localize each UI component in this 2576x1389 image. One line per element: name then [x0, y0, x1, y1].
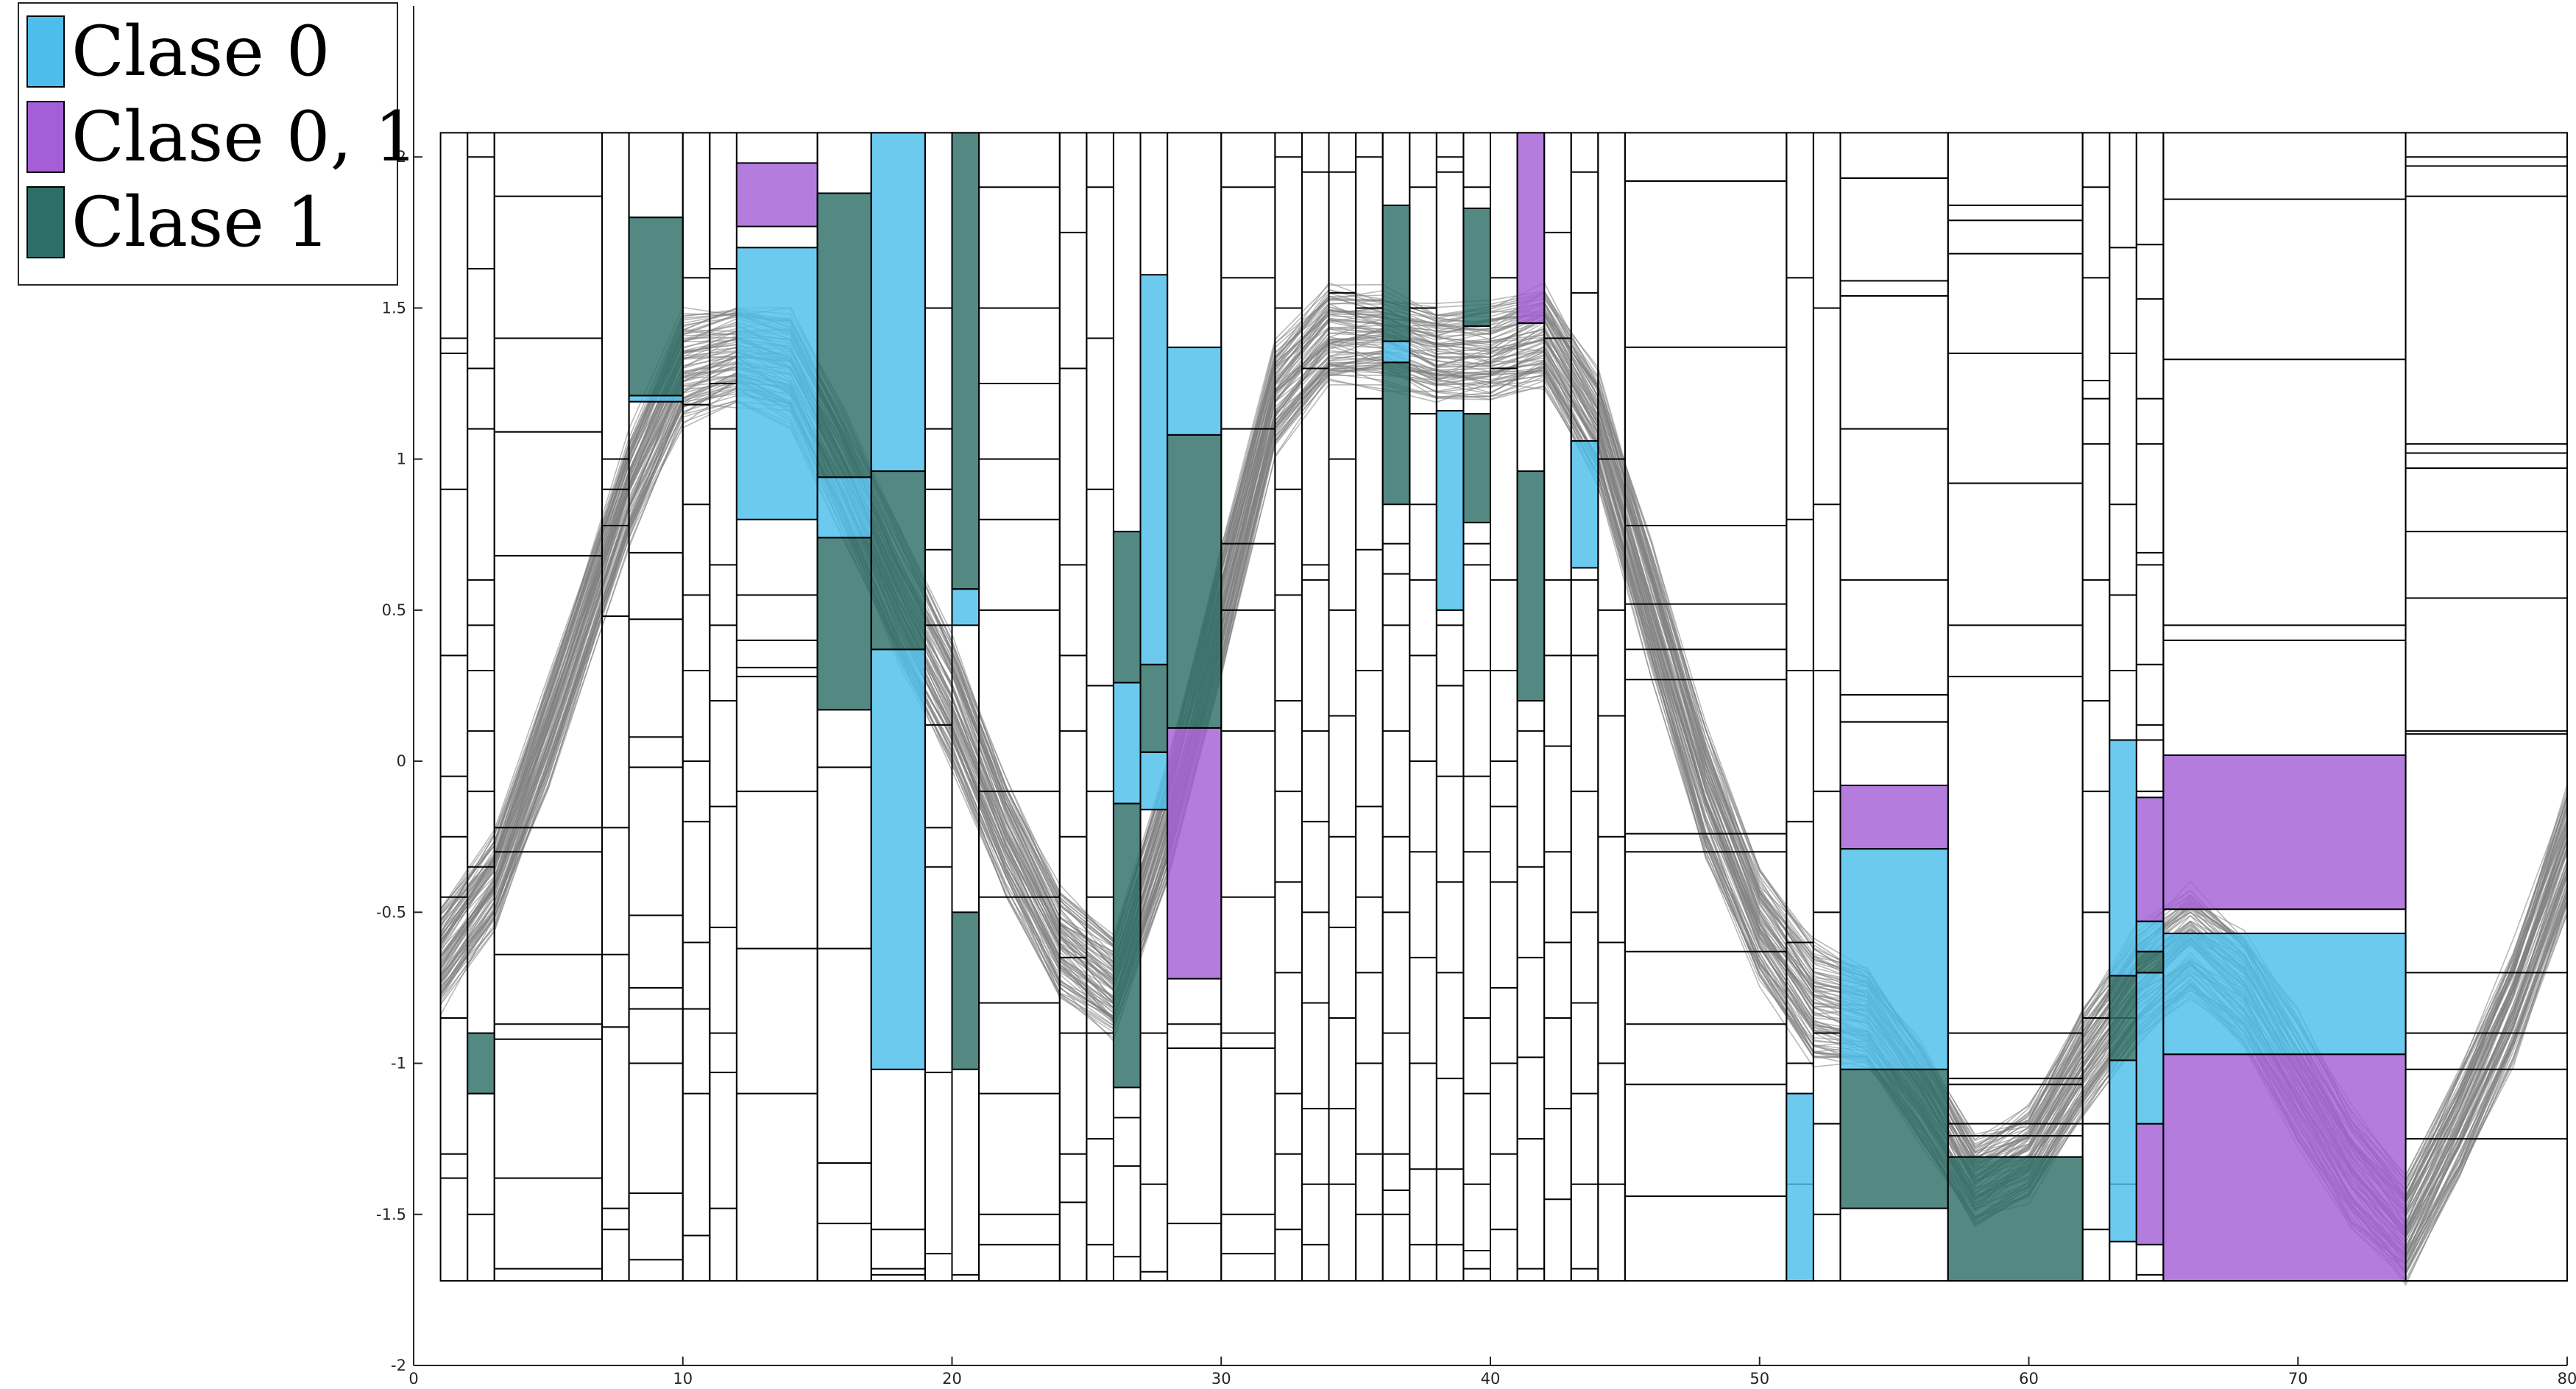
legend-swatch	[26, 186, 65, 258]
class-box	[951, 911, 980, 1070]
class-box	[951, 132, 980, 590]
class-box	[1570, 440, 1599, 569]
class-box	[1786, 1092, 1814, 1282]
x-tick-label: 30	[1211, 1370, 1231, 1388]
y-tick-label: 1	[397, 450, 406, 468]
class-box	[870, 648, 926, 1070]
class-box	[628, 395, 684, 403]
class-box	[1381, 361, 1411, 506]
x-tick-label: 20	[942, 1370, 962, 1388]
class-box	[1381, 340, 1411, 364]
y-tick-label: -0.5	[376, 903, 406, 921]
class-box	[951, 588, 980, 626]
class-box	[2109, 739, 2137, 977]
class-box	[1139, 274, 1169, 665]
class-box	[1516, 470, 1546, 702]
class-box	[2135, 920, 2165, 952]
axes: 0 10 20 30 40 50 60 70 80 -2 -1.5 -1 -0.5 0 0.5 1 1.5 2	[376, 6, 2576, 1388]
x-tick-label: 0	[408, 1370, 418, 1388]
y-tick-label: 1.5	[382, 299, 406, 317]
y-tick-label: 0.5	[382, 601, 406, 619]
class-box	[1381, 204, 1411, 342]
class-box	[1167, 434, 1222, 729]
legend-label: Clase 0, 1	[71, 97, 418, 177]
y-tick-label: 0	[397, 752, 406, 770]
class-box	[1167, 727, 1222, 980]
class-box	[870, 470, 926, 651]
class-box	[1139, 751, 1169, 810]
x-tick-label: 60	[2019, 1370, 2039, 1388]
class-box	[1112, 802, 1142, 1089]
class-box	[1516, 132, 1546, 324]
class-box	[2135, 972, 2165, 1125]
y-tick-label: -1	[391, 1055, 406, 1072]
class-box	[1947, 1156, 2084, 1282]
class-box	[1462, 413, 1492, 523]
class-box	[2135, 796, 2165, 922]
class-box	[1839, 1068, 1949, 1209]
class-boxes	[467, 132, 2407, 1282]
legend-label: Clase 0	[71, 12, 330, 92]
class-box	[2135, 950, 2165, 974]
class-box	[1112, 682, 1142, 805]
legend-box	[18, 2, 398, 286]
x-tick-label: 50	[1749, 1370, 1769, 1388]
x-tick-label: 10	[673, 1370, 693, 1388]
x-tick-label: 70	[2288, 1370, 2308, 1388]
class-box	[2162, 754, 2407, 911]
class-box	[467, 1032, 495, 1095]
class-box	[1435, 409, 1465, 611]
class-box	[1839, 784, 1949, 850]
class-box	[1139, 663, 1169, 753]
class-box	[1839, 848, 1949, 1070]
x-tick-label: 80	[2558, 1370, 2576, 1388]
class-box	[2162, 933, 2407, 1056]
class-box	[816, 476, 872, 539]
class-box	[1462, 207, 1492, 328]
class-box	[2135, 1123, 2165, 1245]
y-tick-label: -1.5	[376, 1206, 406, 1223]
class-box	[816, 192, 872, 478]
class-box	[870, 132, 926, 473]
class-box	[2162, 1053, 2407, 1282]
class-box	[735, 162, 818, 227]
y-tick-label: 2	[397, 148, 406, 166]
legend-swatch	[26, 101, 65, 173]
legend-label: Clase 1	[71, 183, 330, 263]
class-box	[2109, 1059, 2137, 1243]
x-tick-label: 40	[1481, 1370, 1501, 1388]
legend-swatch	[26, 15, 65, 88]
class-box	[735, 247, 818, 520]
y-tick-label: -2	[391, 1357, 406, 1374]
class-box	[628, 216, 684, 397]
class-box	[1167, 346, 1222, 436]
class-box	[1112, 531, 1142, 684]
class-box	[816, 537, 872, 711]
class-box	[2109, 975, 2137, 1061]
